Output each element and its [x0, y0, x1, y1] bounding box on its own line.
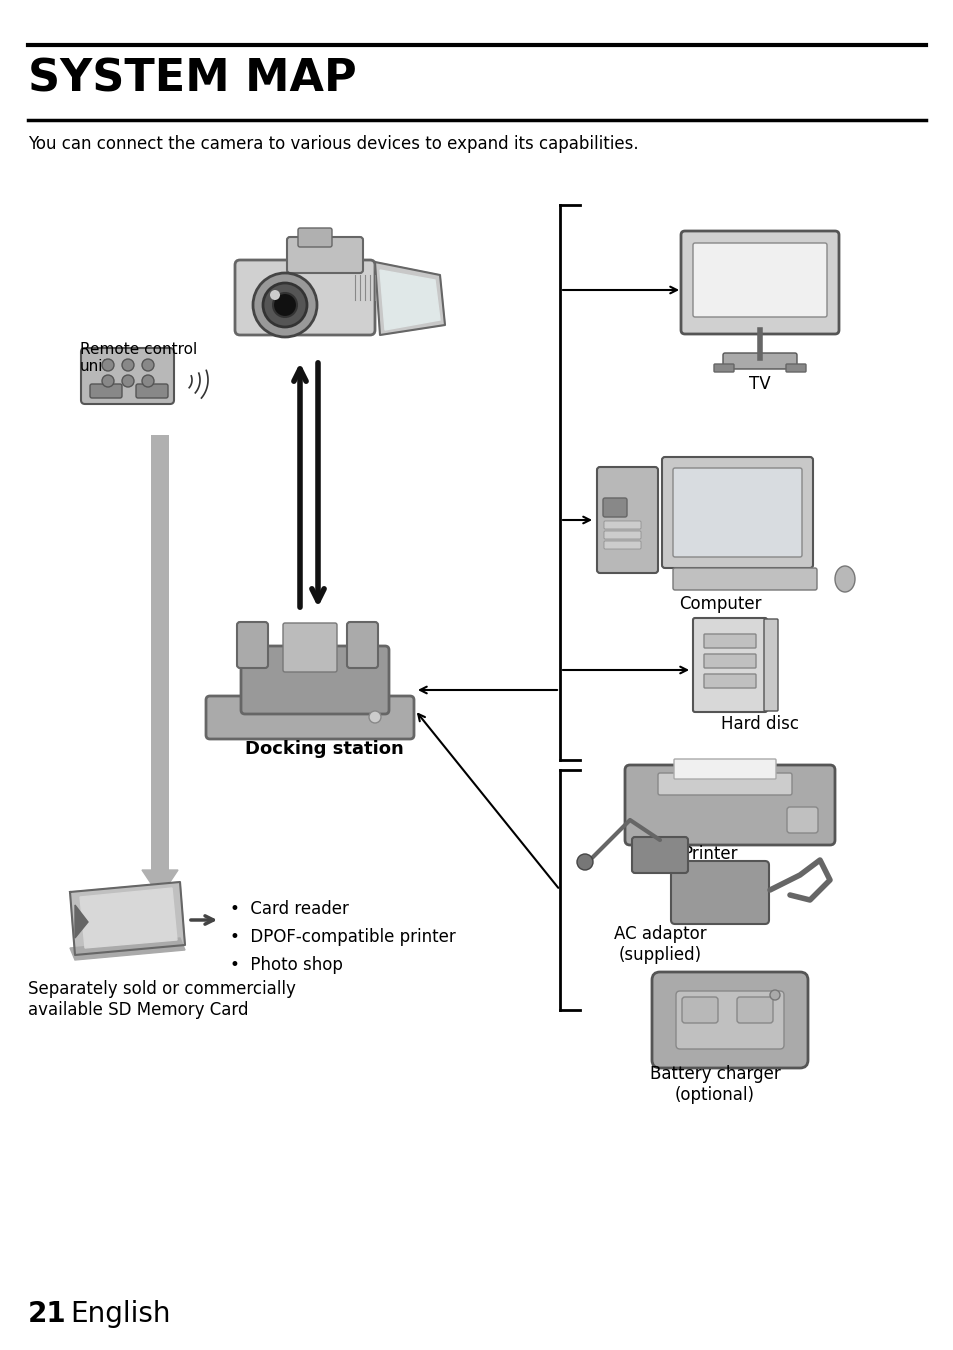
- FancyBboxPatch shape: [670, 861, 768, 923]
- FancyBboxPatch shape: [786, 807, 817, 833]
- FancyBboxPatch shape: [692, 243, 826, 317]
- Circle shape: [253, 273, 316, 338]
- Polygon shape: [70, 938, 185, 960]
- Polygon shape: [375, 262, 444, 335]
- Circle shape: [577, 855, 593, 869]
- FancyBboxPatch shape: [763, 620, 778, 711]
- Bar: [151, 435, 169, 869]
- FancyBboxPatch shape: [631, 837, 687, 873]
- FancyBboxPatch shape: [624, 765, 834, 845]
- FancyBboxPatch shape: [737, 998, 772, 1023]
- FancyBboxPatch shape: [241, 647, 389, 714]
- Circle shape: [142, 359, 153, 371]
- FancyBboxPatch shape: [680, 231, 838, 333]
- Text: •  Card reader: • Card reader: [230, 900, 349, 918]
- Text: SYSTEM MAP: SYSTEM MAP: [28, 58, 356, 101]
- FancyBboxPatch shape: [672, 568, 816, 590]
- FancyBboxPatch shape: [658, 774, 791, 795]
- FancyBboxPatch shape: [206, 697, 414, 738]
- Text: TV: TV: [748, 375, 770, 393]
- Polygon shape: [142, 869, 178, 896]
- Text: •  Photo shop: • Photo shop: [230, 956, 342, 973]
- Text: Remote control
unit: Remote control unit: [80, 342, 197, 374]
- FancyBboxPatch shape: [136, 383, 168, 398]
- FancyBboxPatch shape: [597, 467, 658, 572]
- FancyBboxPatch shape: [236, 622, 268, 668]
- FancyBboxPatch shape: [602, 498, 626, 517]
- Circle shape: [769, 990, 780, 1000]
- FancyBboxPatch shape: [347, 622, 377, 668]
- Ellipse shape: [834, 566, 854, 593]
- FancyBboxPatch shape: [703, 653, 755, 668]
- FancyBboxPatch shape: [603, 541, 640, 549]
- Text: Printer: Printer: [681, 845, 737, 863]
- FancyBboxPatch shape: [703, 634, 755, 648]
- Text: Hard disc: Hard disc: [720, 716, 799, 733]
- FancyBboxPatch shape: [234, 261, 375, 335]
- Polygon shape: [75, 904, 88, 938]
- FancyBboxPatch shape: [785, 364, 805, 373]
- FancyBboxPatch shape: [681, 998, 718, 1023]
- FancyBboxPatch shape: [672, 468, 801, 558]
- FancyBboxPatch shape: [722, 352, 796, 369]
- FancyBboxPatch shape: [283, 622, 336, 672]
- FancyBboxPatch shape: [713, 364, 733, 373]
- FancyBboxPatch shape: [603, 521, 640, 529]
- Circle shape: [122, 375, 133, 387]
- Text: •  DPOF-compatible printer: • DPOF-compatible printer: [230, 927, 456, 946]
- Text: AC adaptor
(supplied): AC adaptor (supplied): [613, 925, 705, 964]
- Polygon shape: [70, 882, 185, 954]
- Circle shape: [102, 375, 113, 387]
- Text: Computer: Computer: [678, 595, 760, 613]
- Circle shape: [273, 293, 296, 317]
- FancyBboxPatch shape: [81, 348, 173, 404]
- FancyBboxPatch shape: [692, 618, 766, 711]
- Polygon shape: [80, 888, 177, 948]
- Text: Battery charger
(optional): Battery charger (optional): [649, 1065, 780, 1104]
- Circle shape: [369, 711, 380, 724]
- Circle shape: [263, 284, 307, 327]
- FancyBboxPatch shape: [676, 991, 783, 1049]
- Circle shape: [102, 359, 113, 371]
- FancyBboxPatch shape: [703, 674, 755, 688]
- Circle shape: [122, 359, 133, 371]
- FancyBboxPatch shape: [661, 458, 812, 568]
- Text: English: English: [70, 1300, 171, 1328]
- FancyBboxPatch shape: [90, 383, 122, 398]
- FancyBboxPatch shape: [673, 759, 775, 779]
- Circle shape: [142, 375, 153, 387]
- FancyBboxPatch shape: [287, 238, 363, 273]
- Polygon shape: [379, 270, 439, 329]
- Text: Docking station: Docking station: [245, 740, 403, 757]
- FancyBboxPatch shape: [603, 531, 640, 539]
- FancyBboxPatch shape: [297, 228, 332, 247]
- Text: Separately sold or commercially
available SD Memory Card: Separately sold or commercially availabl…: [28, 980, 295, 1019]
- FancyBboxPatch shape: [651, 972, 807, 1068]
- Text: You can connect the camera to various devices to expand its capabilities.: You can connect the camera to various de…: [28, 135, 638, 153]
- Text: 21: 21: [28, 1300, 67, 1328]
- Circle shape: [270, 290, 280, 300]
